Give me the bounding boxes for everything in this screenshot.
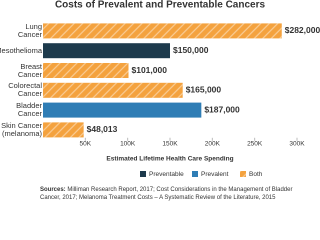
x-tick-label: 150K — [162, 141, 178, 148]
y-tick-label: Lung Cancer — [17, 21, 42, 39]
x-tick-label: 100K — [120, 141, 136, 148]
x-axis-label: Estimated Lifetime Health Care Spending — [106, 156, 233, 163]
value-label: $150,000 — [173, 45, 209, 55]
sources-text: Milliman Research Report, 2017; Cost Con… — [40, 187, 293, 201]
chart: Costs of Prevalent and Preventable Cance… — [43, 0, 320, 178]
bar-hatch — [43, 82, 183, 98]
y-tick-label: Mesothelioma — [0, 45, 42, 55]
legend-label: Preventable — [149, 171, 184, 178]
value-label: $101,000 — [132, 65, 168, 75]
x-tick-label: 250K — [247, 141, 263, 148]
legend-swatch — [140, 171, 146, 177]
bar-hatch — [43, 122, 84, 138]
x-tick-label: 50K — [80, 141, 92, 148]
legend-label: Both — [249, 171, 263, 178]
page: Costs of Prevalent and Preventable Cance… — [0, 0, 320, 202]
value-label: $48,013 — [87, 124, 118, 134]
value-label: $282,000 — [285, 25, 320, 35]
legend-label: Prevalent — [201, 171, 229, 178]
sources-label: Sources: — [40, 187, 66, 193]
value-label: $165,000 — [186, 85, 222, 95]
bar — [43, 43, 170, 59]
y-tick-label: Breast Cancer — [17, 61, 42, 79]
bar-hatch — [43, 63, 129, 78]
y-tick-label: Bladder Cancer — [16, 101, 42, 119]
bar — [43, 102, 202, 118]
bar-hatch — [43, 23, 282, 39]
x-tick-label: 300K — [289, 141, 305, 148]
chart-title: Costs of Prevalent and Preventable Cance… — [55, 0, 266, 11]
x-tick-label: 200K — [205, 141, 221, 148]
value-label: $187,000 — [204, 104, 240, 114]
sources: Sources: Milliman Research Report, 2017;… — [40, 186, 300, 202]
legend-hatch — [240, 171, 246, 177]
y-tick-label: Colorectal Cancer — [8, 81, 42, 99]
legend-swatch — [192, 171, 198, 177]
y-tick-label: Skin Cancer (melanoma) — [1, 120, 42, 138]
